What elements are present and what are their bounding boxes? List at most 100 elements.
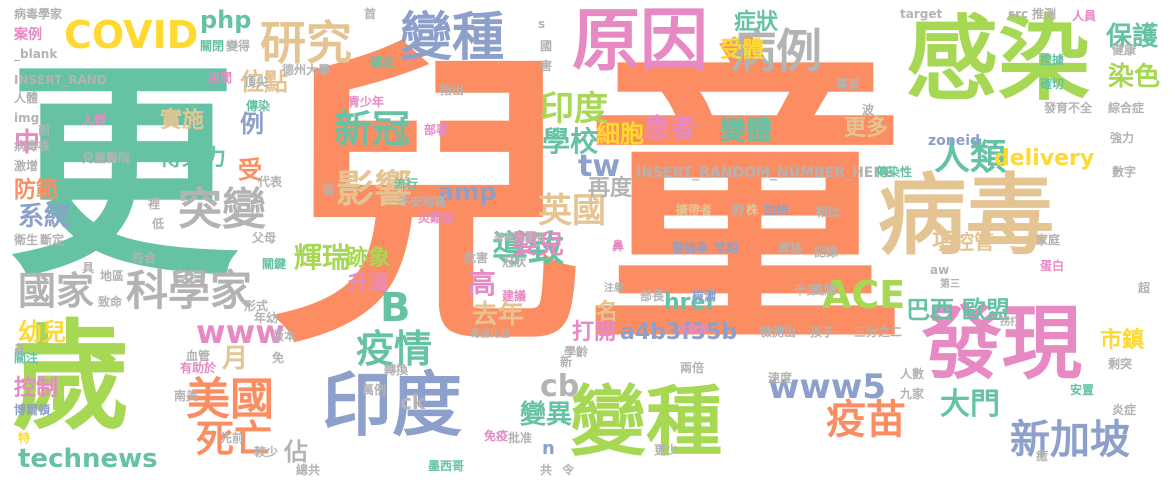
cloud-word: 嬰兒 — [512, 230, 565, 260]
cloud-word: B — [380, 285, 411, 331]
cloud-word: a — [14, 338, 25, 357]
cloud-word: 巴西 — [906, 296, 954, 324]
cloud-word: 有助於 — [180, 361, 217, 375]
cloud-word: href — [664, 290, 716, 315]
cloud-word: 歐盟 — [962, 296, 1010, 324]
cloud-word: 檢測 — [692, 289, 717, 303]
cloud-word: 細胞 — [596, 120, 644, 148]
cloud-word: 症狀 — [734, 10, 779, 35]
cloud-word: 案例 — [14, 27, 42, 43]
cloud-word: tw — [578, 149, 621, 184]
cloud-word: COVID — [64, 13, 199, 57]
cloud-word: 版本 — [272, 329, 297, 343]
cloud-word: img — [14, 111, 40, 125]
cloud-word: 推測 — [1032, 7, 1057, 21]
cloud-word: 數字 — [1112, 165, 1137, 179]
cloud-word: amp — [438, 178, 497, 206]
cloud-word: 安置 — [1070, 383, 1095, 397]
cloud-word: 更 — [8, 41, 239, 308]
cloud-word: 疫情 — [356, 327, 433, 371]
cloud-word: 原因 — [572, 2, 709, 81]
cloud-word: 病例 — [730, 24, 822, 78]
cloud-word: 大門 — [940, 387, 1000, 422]
cloud-word: 哥斯大黎加 — [494, 233, 544, 244]
cloud-word: php — [200, 6, 252, 34]
cloud-word: 收縮素 — [678, 325, 708, 336]
cloud-word: 人數 — [900, 367, 925, 381]
cloud-word: 防範 — [14, 178, 59, 203]
cloud-word: 約 — [732, 203, 745, 217]
cloud-word: 發育不全 — [1044, 101, 1093, 115]
cloud-word: 拐打 — [1000, 317, 1020, 328]
cloud-word: 更少 — [654, 443, 679, 457]
cloud-word: 發病率 — [672, 241, 709, 255]
cloud-word: 專家 — [836, 77, 861, 91]
cloud-word: 實施 — [160, 108, 205, 133]
cloud-word: 代表 — [258, 175, 283, 189]
cloud-word: 不安地高 — [398, 195, 447, 209]
cloud-word: 蛋白 — [1040, 259, 1065, 273]
cloud-word: 令 — [562, 463, 575, 477]
cloud-word: 國家 — [18, 269, 95, 313]
cloud-word: 九家 — [900, 387, 925, 401]
cloud-word: 國 — [540, 39, 553, 53]
cloud-word: 剩突 — [1108, 357, 1133, 371]
cloud-word: 去年 — [472, 300, 525, 330]
cloud-word: 新 — [560, 355, 573, 369]
cloud-word: www5 — [768, 367, 886, 407]
cloud-word: 變得 — [226, 39, 251, 53]
cloud-word: 房間 — [208, 71, 233, 85]
cloud-word: 首 — [364, 7, 377, 21]
cloud-word: ACE — [822, 273, 906, 317]
cloud-word: 系統 — [18, 202, 71, 232]
cloud-word: 突變 — [178, 184, 266, 235]
cloud-word: 更多 — [844, 116, 889, 141]
cloud-word: 死亡 — [196, 417, 273, 461]
cloud-word: 第三 — [940, 279, 960, 290]
cloud-word: 輝瑞 — [294, 241, 351, 274]
cloud-word: 冠狀 — [502, 255, 527, 269]
cloud-word: 歲 — [12, 308, 131, 446]
cloud-word: 相比 — [816, 205, 841, 219]
cloud-word: 年幼 — [254, 311, 279, 325]
cloud-word: 記錄 — [814, 245, 839, 259]
cloud-word: 發現 — [922, 297, 1082, 390]
cloud-word: 鼻 — [612, 239, 625, 253]
cloud-word: 災難性 — [418, 211, 455, 225]
cloud-word: 頂尖 — [244, 75, 269, 89]
cloud-word: ck — [400, 390, 426, 414]
cloud-word: 位點 — [240, 68, 288, 96]
cloud-word: 病毒株 — [14, 139, 51, 153]
cloud-word: cb — [540, 369, 580, 404]
cloud-word: 地區 — [100, 269, 125, 283]
cloud-word: 致命 — [98, 295, 123, 309]
cloud-word: 傳染力 — [160, 146, 227, 171]
cloud-word: 項 — [932, 230, 955, 255]
cloud-word: 兒童醫院 — [82, 151, 131, 165]
cloud-word: 衛生 — [14, 233, 39, 247]
cloud-word: 青少年 — [348, 95, 385, 109]
cloud-word: 傳染 — [246, 99, 271, 113]
cloud-word: 符合 — [132, 251, 157, 265]
cloud-word: 具 — [82, 261, 95, 275]
cloud-word: 科學家 — [126, 266, 253, 315]
cloud-word: 中 — [14, 128, 41, 158]
cloud-word: 部長 — [640, 289, 665, 303]
cloud-word: 資格 — [778, 241, 803, 255]
cloud-word: 變異 — [520, 400, 573, 430]
cloud-word: n — [542, 438, 555, 459]
cloud-word: 鎖定 — [370, 55, 395, 69]
cloud-word: 加州 — [764, 203, 789, 217]
cloud-word: 形式 — [244, 299, 269, 313]
cloud-word: 部署 — [424, 123, 449, 137]
cloud-word: 證據 — [1040, 53, 1065, 67]
cloud-word: 關鍵 — [262, 257, 287, 271]
cloud-word: 兒童 — [268, 16, 904, 386]
cloud-word: 注射 — [604, 283, 624, 294]
cloud-word: 月 — [222, 344, 249, 374]
cloud-word: 人群 — [82, 113, 107, 127]
cloud-word: zoneid — [928, 133, 981, 149]
cloud-word: 確切 — [1040, 77, 1065, 91]
cloud-word: 轉換 — [384, 363, 409, 377]
cloud-word: 導致 — [492, 229, 565, 270]
